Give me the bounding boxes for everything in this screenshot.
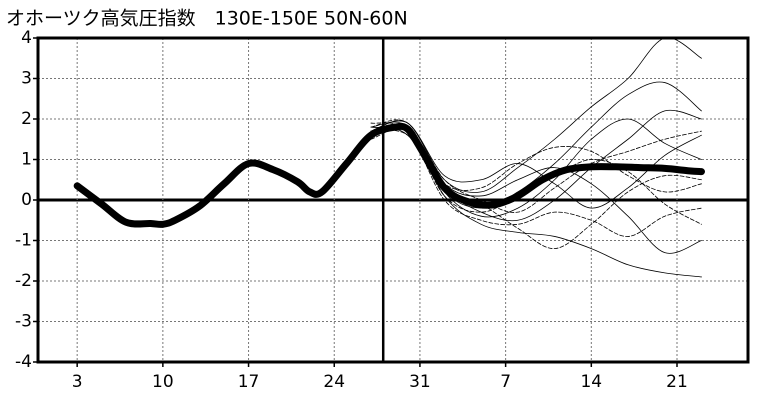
y-tick-label: 0 — [21, 190, 32, 210]
y-tick-label: -4 — [15, 352, 32, 372]
member-line — [370, 120, 702, 209]
x-tick-label: 3 — [72, 372, 83, 392]
x-tick-label: 7 — [500, 372, 511, 392]
y-tick-label: -1 — [15, 231, 32, 251]
y-tick-label: -2 — [15, 271, 32, 291]
plot-frame — [36, 36, 750, 364]
x-tick-label: 10 — [152, 372, 174, 392]
y-tick-label: 2 — [21, 109, 32, 129]
x-tick-label: 24 — [323, 372, 345, 392]
x-tick-label: 31 — [409, 372, 431, 392]
y-tick-label: 1 — [21, 150, 32, 170]
x-tick-label: 21 — [666, 372, 688, 392]
member-line — [370, 119, 702, 213]
y-tick-label: -3 — [15, 312, 32, 332]
mean-line — [73, 122, 705, 228]
series-group — [73, 38, 705, 278]
chart-title: オホーツク高気圧指数 130E-150E 50N-60N — [6, 8, 408, 30]
x-tick-label: 17 — [238, 372, 260, 392]
y-tick-label: 4 — [21, 28, 32, 48]
y-tick-label: 3 — [21, 69, 32, 89]
x-tick-label: 14 — [580, 372, 602, 392]
